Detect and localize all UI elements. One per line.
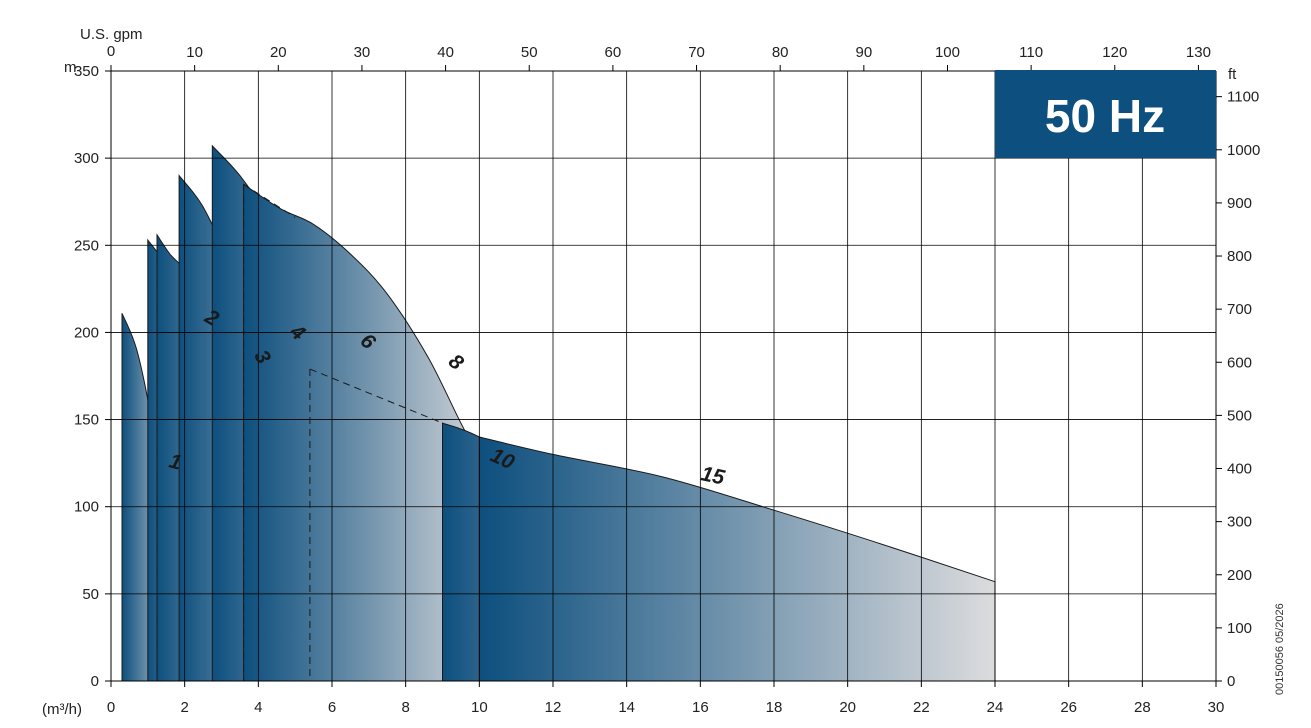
y-tick-label: 200: [74, 324, 99, 341]
x-tick-label: 2: [180, 699, 188, 716]
x2-tick-label: 40: [437, 44, 454, 61]
y2-tick-label: 800: [1227, 248, 1252, 265]
y-tick-label: 50: [82, 586, 99, 603]
x-tick-label: 28: [1134, 699, 1151, 716]
y2-tick-label: 100: [1227, 620, 1252, 637]
y-tick-label: 300: [74, 150, 99, 167]
y-tick-label: 250: [74, 237, 99, 254]
y2-axis-unit: ft: [1228, 66, 1237, 83]
x-tick-label: 14: [618, 699, 635, 716]
y2-tick-label: 400: [1227, 461, 1252, 478]
dashed-connector: [243, 183, 296, 218]
x-tick-label: 18: [766, 699, 783, 716]
x2-tick-label: 50: [521, 44, 538, 61]
x-tick-label: 0: [107, 699, 115, 716]
x2-tick-label: 30: [354, 44, 371, 61]
y2-tick-label: 1000: [1227, 142, 1260, 159]
document-code: 00150056 05/2026: [1274, 603, 1286, 695]
x2-tick-label: 10: [186, 44, 203, 61]
x-tick-label: 6: [328, 699, 336, 716]
curve-label-1: 1: [167, 449, 184, 474]
y2-tick-label: 200: [1227, 567, 1252, 584]
y2-tick-label: 700: [1227, 301, 1252, 318]
x-axis-unit: (m³/h): [42, 701, 82, 718]
x-tick-label: 22: [913, 699, 930, 716]
x2-tick-label: 110: [1019, 44, 1043, 61]
x-tick-label: 30: [1208, 699, 1225, 716]
x2-tick-label: 20: [270, 44, 287, 61]
y2-tick-label: 0: [1227, 673, 1235, 690]
y2-tick-label: 900: [1227, 195, 1252, 212]
dashed-guides: [156, 183, 443, 681]
x-tick-label: 8: [401, 699, 409, 716]
x-tick-label: 4: [254, 699, 262, 716]
y-tick-label: 350: [74, 63, 99, 80]
x2-tick-label: 60: [605, 44, 622, 61]
frequency-badge: [995, 70, 1216, 158]
x-tick-label: 24: [987, 699, 1004, 716]
x-tick-label: 16: [692, 699, 709, 716]
grid-lines: [111, 71, 1216, 681]
x-tick-label: 26: [1060, 699, 1077, 716]
frequency-badge-label: 50 Hz: [1045, 90, 1165, 142]
curve-area-15: [478, 436, 996, 682]
y2-tick-label: 1100: [1227, 89, 1259, 106]
x2-axis-unit: U.S. gpm: [80, 26, 143, 43]
x2-tick-label: 130: [1186, 44, 1211, 61]
curve-label-15: 15: [699, 462, 727, 489]
y-tick-label: 150: [74, 412, 99, 429]
y-tick-label: 100: [74, 499, 99, 516]
x2-tick-label: 120: [1102, 44, 1127, 61]
x-tick-label: 10: [471, 699, 488, 716]
x2-tick-label: 90: [855, 44, 872, 61]
y2-tick-label: 500: [1227, 407, 1252, 424]
y-axis-unit: m: [64, 59, 77, 76]
curve-areas: [121, 144, 996, 682]
axis-ticks: 0 2 4 6 8 10 12 14 16 18 20 22 24 26 28 300 10 20 30 40 50 60…: [74, 43, 1260, 716]
y2-tick-label: 600: [1227, 354, 1252, 371]
x-tick-label: 20: [839, 699, 856, 716]
x2-tick-label: 80: [772, 44, 789, 61]
y2-tick-label: 300: [1227, 514, 1252, 531]
curve-label-8: 8: [444, 350, 468, 375]
x-tick-label: 12: [545, 699, 562, 716]
x2-tick-label: 70: [688, 44, 705, 61]
x2-tick-label: 0: [107, 43, 115, 60]
y-tick-label: 0: [91, 673, 99, 690]
x2-tick-label: 100: [935, 44, 960, 61]
